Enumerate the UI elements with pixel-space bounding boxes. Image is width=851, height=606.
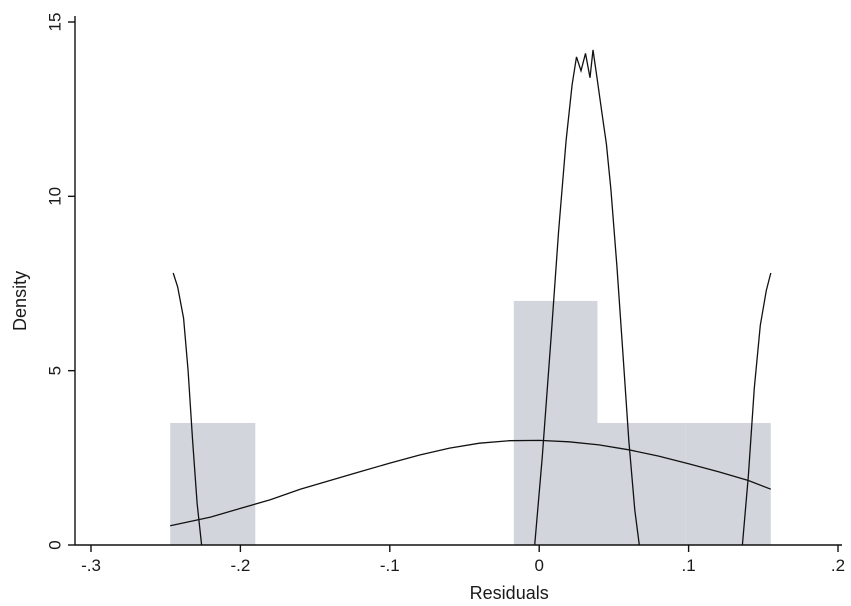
histogram-bars — [170, 300, 771, 545]
axes: -.3 -.2 -.1 0 .1 .2 0 5 10 15 — [46, 13, 846, 575]
x-axis-title: Residuals — [470, 583, 549, 603]
histogram-bar — [170, 422, 256, 545]
x-tick-label: 0 — [534, 556, 543, 575]
kernel-density-curve — [534, 49, 640, 546]
y-tick-label: 5 — [46, 366, 65, 375]
y-axis-title: Density — [10, 271, 30, 331]
y-tick-label: 10 — [46, 187, 65, 206]
x-tick-label: -.3 — [81, 556, 101, 575]
density-curves — [170, 49, 772, 546]
x-tick-label: -.1 — [380, 556, 400, 575]
x-tick-label: .2 — [831, 556, 845, 575]
x-tick-label: -.2 — [230, 556, 250, 575]
kernel-density-curve — [172, 272, 203, 546]
x-tick-label: .1 — [682, 556, 696, 575]
y-tick-label: 15 — [46, 13, 65, 32]
normal-density-curve — [170, 439, 772, 527]
kernel-density-curve — [741, 272, 772, 546]
histogram-bar — [597, 422, 686, 545]
histogram-bar — [513, 300, 598, 545]
y-tick-label: 0 — [46, 540, 65, 549]
